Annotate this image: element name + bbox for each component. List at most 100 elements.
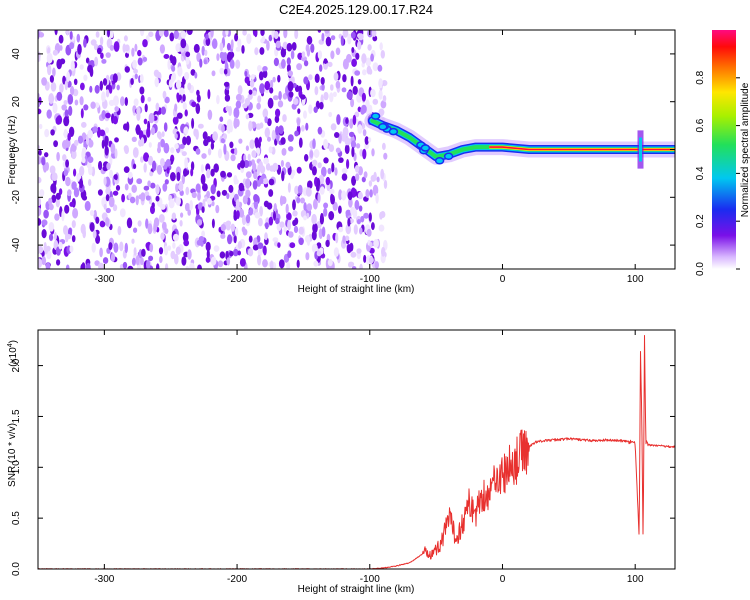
noise-speck xyxy=(191,101,197,108)
noise-speck xyxy=(44,152,49,158)
spectrogram-ytick-label: 40 xyxy=(11,48,22,60)
noise-speck xyxy=(164,245,169,256)
noise-speck xyxy=(105,112,111,119)
noise-speck xyxy=(61,104,67,111)
noise-speck xyxy=(259,165,266,174)
noise-speck xyxy=(67,189,72,197)
noise-speck xyxy=(58,34,64,44)
noise-speck xyxy=(303,202,307,212)
noise-speck xyxy=(268,189,274,197)
noise-speck xyxy=(356,219,361,225)
noise-speck xyxy=(253,194,259,202)
noise-speck xyxy=(277,100,284,108)
noise-speck xyxy=(201,153,207,159)
noise-speck xyxy=(186,30,193,35)
noise-speck xyxy=(234,33,239,42)
noise-speck xyxy=(378,108,385,117)
noise-speck xyxy=(340,35,344,46)
noise-speck xyxy=(371,30,377,37)
noise-speck xyxy=(373,171,377,181)
noise-speck xyxy=(304,154,309,162)
noise-speck xyxy=(148,155,154,166)
noise-speck xyxy=(113,242,119,253)
noise-speck xyxy=(95,31,100,38)
noise-speck xyxy=(140,192,146,202)
noise-speck xyxy=(363,171,368,179)
noise-speck xyxy=(90,101,96,109)
noise-speck xyxy=(160,158,165,167)
noise-speck xyxy=(314,73,320,84)
noise-speck xyxy=(308,74,313,81)
noise-speck xyxy=(150,182,156,189)
noise-speck xyxy=(104,135,109,145)
colorbar-tick-label: 0.0 xyxy=(695,262,706,276)
noise-speck xyxy=(180,38,187,49)
noise-speck xyxy=(145,218,149,229)
noise-speck xyxy=(352,114,357,126)
noise-speck xyxy=(263,245,267,256)
noise-speck xyxy=(235,46,241,52)
noise-speck xyxy=(161,221,167,231)
noise-speck xyxy=(95,216,100,224)
noise-speck xyxy=(171,212,177,221)
noise-speck xyxy=(143,118,148,125)
noise-speck xyxy=(280,160,284,167)
noise-speck xyxy=(139,74,144,83)
noise-speck xyxy=(328,144,335,153)
noise-speck xyxy=(168,79,173,88)
noise-speck xyxy=(185,265,190,269)
noise-speck xyxy=(134,73,138,80)
noise-speck xyxy=(206,136,211,143)
noise-speck xyxy=(357,106,362,113)
noise-speck xyxy=(158,30,164,37)
noise-speck xyxy=(230,154,236,162)
noise-speck xyxy=(235,100,242,109)
noise-speck xyxy=(64,204,70,214)
noise-speck xyxy=(216,190,221,198)
noise-speck xyxy=(278,90,282,101)
noise-speck xyxy=(127,265,134,269)
noise-speck xyxy=(354,70,361,76)
noise-speck xyxy=(225,105,230,112)
noise-speck xyxy=(156,164,163,175)
noise-speck xyxy=(243,154,247,162)
noise-speck xyxy=(89,222,95,232)
noise-speck xyxy=(68,105,73,116)
noise-speck xyxy=(122,261,128,269)
noise-speck xyxy=(147,180,151,187)
noise-speck xyxy=(219,251,226,259)
noise-speck xyxy=(238,182,244,192)
trace-blob xyxy=(420,144,431,152)
noise-speck xyxy=(226,172,233,178)
noise-speck xyxy=(203,59,207,65)
noise-speck xyxy=(346,159,350,169)
noise-speck xyxy=(175,183,179,193)
noise-speck xyxy=(252,162,257,172)
noise-speck xyxy=(360,107,365,115)
noise-speck xyxy=(319,64,323,72)
noise-speck xyxy=(341,190,347,201)
noise-speck xyxy=(233,234,237,244)
noise-speck xyxy=(162,90,167,99)
noise-speck xyxy=(140,257,144,266)
noise-speck xyxy=(119,208,126,218)
noise-speck xyxy=(234,227,239,237)
noise-speck xyxy=(270,79,274,90)
noise-speck xyxy=(90,39,97,46)
noise-speck xyxy=(96,47,102,55)
noise-speck xyxy=(180,212,184,218)
noise-speck xyxy=(48,233,54,241)
noise-speck xyxy=(205,256,211,263)
noise-speck xyxy=(87,129,93,139)
noise-speck xyxy=(242,228,248,236)
noise-speck xyxy=(344,144,350,155)
noise-speck xyxy=(242,103,248,109)
noise-speck xyxy=(183,239,190,247)
noise-speck xyxy=(39,189,45,197)
spectrogram-ylabel: Frequency (Hz) xyxy=(7,116,18,185)
noise-speck xyxy=(120,96,125,107)
noise-speck xyxy=(102,257,109,264)
noise-speck xyxy=(38,258,43,268)
